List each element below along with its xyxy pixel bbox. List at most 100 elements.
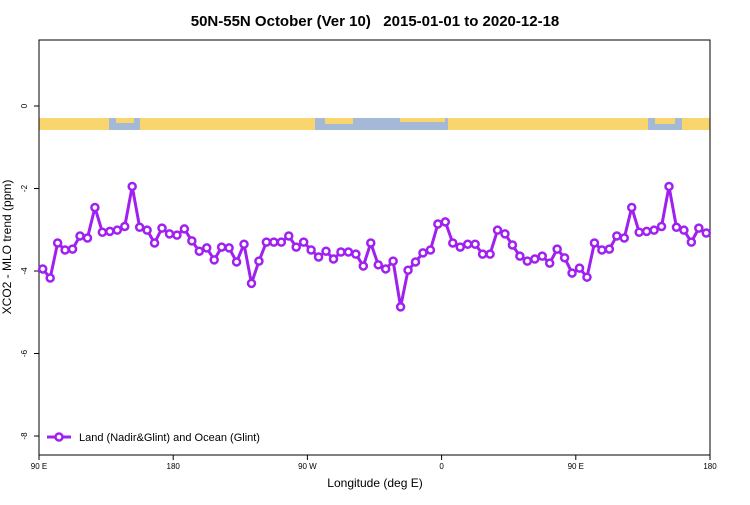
point <box>664 181 674 192</box>
point <box>134 222 145 233</box>
land-strip <box>39 118 109 130</box>
point <box>45 273 55 283</box>
point <box>37 264 48 274</box>
y-tick-label: 0 <box>20 103 29 108</box>
point <box>500 229 510 239</box>
legend-label: Land (Nadir&Glint) and Ocean (Glint) <box>79 432 260 444</box>
point <box>403 265 413 275</box>
point <box>559 253 570 263</box>
point <box>694 223 704 233</box>
point <box>455 242 465 252</box>
point <box>67 244 78 254</box>
point <box>60 245 70 255</box>
land-strip <box>325 118 353 124</box>
point <box>380 264 391 274</box>
land-strip <box>140 118 315 130</box>
land-strip <box>448 118 648 130</box>
point <box>261 237 272 247</box>
point <box>395 302 406 312</box>
point <box>373 260 383 270</box>
point <box>552 244 562 254</box>
point <box>112 225 123 235</box>
point <box>597 245 607 255</box>
point <box>619 233 630 243</box>
y-tick-label: -6 <box>20 349 29 357</box>
point <box>105 226 115 237</box>
point <box>216 242 227 252</box>
point <box>336 247 346 257</box>
point <box>477 249 488 259</box>
land-strip <box>655 118 675 124</box>
point <box>544 258 555 268</box>
point <box>410 257 421 267</box>
point <box>358 261 369 271</box>
point <box>246 278 257 289</box>
point <box>75 231 85 241</box>
legend-marker <box>54 432 64 442</box>
land-strip <box>400 118 445 122</box>
point <box>679 225 689 235</box>
point <box>90 202 100 213</box>
point <box>485 249 495 259</box>
point <box>239 239 249 249</box>
point <box>179 224 190 234</box>
point <box>97 227 108 237</box>
x-tick-label: 180 <box>167 462 181 471</box>
point <box>127 181 137 192</box>
point <box>149 238 160 248</box>
y-tick-label: -4 <box>20 267 29 275</box>
point <box>537 251 547 261</box>
point <box>448 238 458 248</box>
point <box>351 249 361 259</box>
point <box>224 243 234 253</box>
y-tick-label: -2 <box>20 184 29 192</box>
point <box>276 237 287 247</box>
land-ocean-strip <box>39 118 710 130</box>
point <box>671 222 682 233</box>
point <box>306 245 316 255</box>
point <box>425 245 436 255</box>
point <box>626 202 637 213</box>
point <box>656 221 667 232</box>
x-tick-label: 0 <box>439 462 444 471</box>
point <box>470 239 480 249</box>
point <box>172 230 182 240</box>
x-tick-label: 90 E <box>568 462 584 471</box>
x-tick-label: 180 <box>703 462 717 471</box>
point <box>194 246 205 256</box>
point <box>507 240 518 250</box>
y-tick-label: -8 <box>20 432 29 440</box>
point <box>641 226 652 237</box>
point <box>142 225 152 235</box>
y-axis-label: XCO2 - MLO trend (ppm) <box>0 180 14 315</box>
point <box>634 227 644 237</box>
point <box>515 251 525 261</box>
point <box>82 233 93 243</box>
point <box>164 229 175 239</box>
point <box>343 247 354 257</box>
point <box>231 257 242 267</box>
point <box>291 242 301 252</box>
point <box>604 244 615 254</box>
point <box>582 272 592 282</box>
point <box>157 223 167 233</box>
x-tick-label: 90 W <box>298 462 317 471</box>
land-strip <box>682 118 710 130</box>
point <box>440 217 451 227</box>
x-tick-label: 90 E <box>31 462 47 471</box>
point <box>433 219 443 229</box>
point <box>418 248 428 258</box>
point <box>52 238 63 248</box>
point <box>388 256 398 266</box>
point <box>649 225 659 235</box>
point <box>269 237 279 247</box>
point <box>328 254 339 264</box>
point <box>366 238 376 248</box>
point <box>612 231 622 241</box>
plot-frame <box>38 39 711 456</box>
point <box>209 255 219 265</box>
point <box>202 243 212 253</box>
point <box>254 256 264 266</box>
